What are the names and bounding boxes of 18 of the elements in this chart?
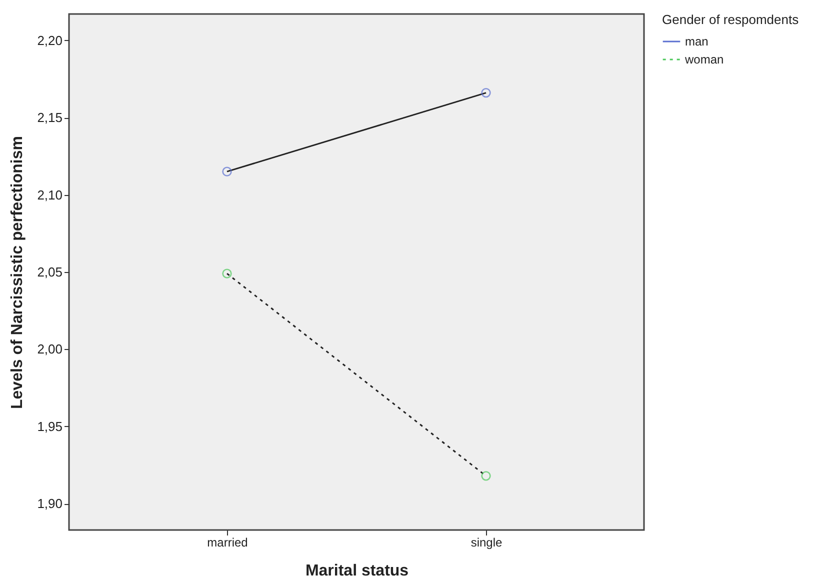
x-axis-title: Marital status (305, 562, 409, 580)
point (222, 268, 232, 278)
y-tick-label: 1,95 (37, 418, 62, 434)
y-tick-label: 2,15 (37, 110, 62, 126)
y-tick-label: 2,05 (37, 264, 62, 280)
point (481, 88, 491, 98)
y-tick-label: 2,20 (37, 32, 62, 48)
point (481, 471, 491, 481)
legend-label: woman (684, 52, 724, 66)
y-axis-title: Levels of Narcissistic perfectionism (9, 136, 26, 409)
x-tick-label: married (207, 536, 248, 550)
y-tick-label: 2,10 (37, 187, 62, 202)
legend-label: man (685, 34, 708, 48)
point (222, 166, 232, 176)
x-tick-label: single (470, 536, 503, 550)
legend-title: Gender of respomdents (662, 12, 800, 27)
y-tick-label: 1,90 (37, 496, 62, 512)
y-tick-label: 2,00 (37, 342, 62, 357)
